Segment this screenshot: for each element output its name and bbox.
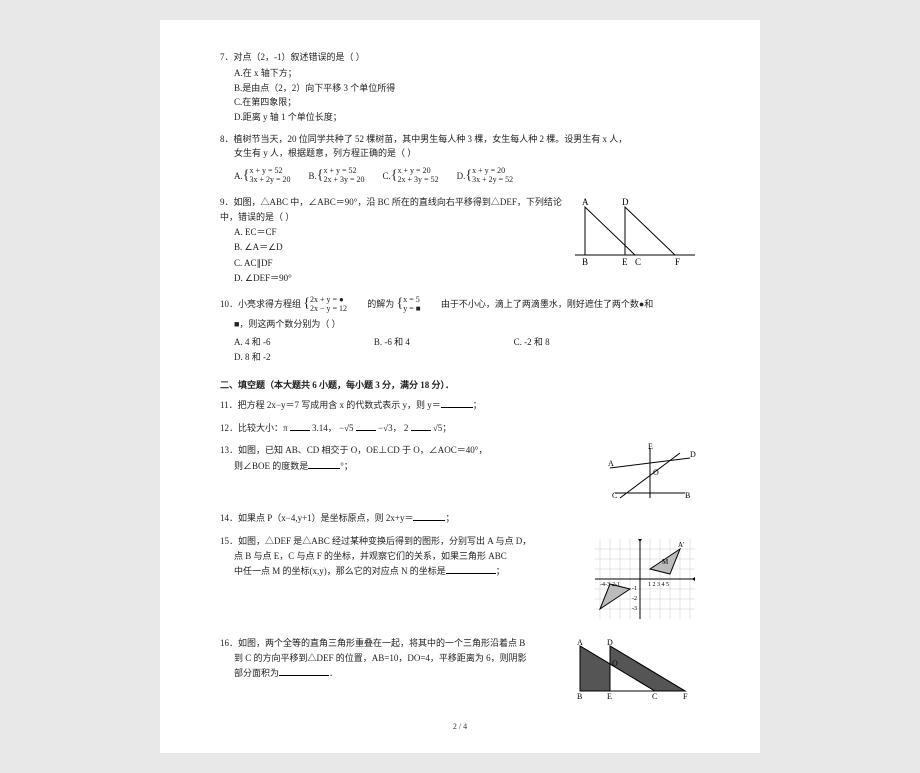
question-15: A' M 1 2 3 4 5 -4-3-2-1 -1 -2 -3 15．如图，△…: [220, 534, 700, 624]
svg-text:A: A: [608, 459, 614, 468]
q14-text: 14．如果点 P（x−4,y+1）是坐标原点，则 2x+y＝: [220, 513, 413, 523]
question-8: 8．植树节当天，20 位同学共种了 52 棵树苗，其中男生每人种 3 棵，女生每…: [220, 132, 700, 187]
q16-figure: A D O B E C F: [570, 636, 700, 701]
q10-stem-c: 由于不小心，滴上了两滴墨水，刚好遮住了两个数●和: [441, 299, 653, 309]
q15-blank: [446, 564, 496, 574]
q14-blank: [413, 511, 445, 521]
q9-lbl-f: F: [675, 257, 680, 265]
q7-stem: 7．对点（2，-1）叙述错误的是（ ）: [220, 50, 700, 64]
q8-stem2: 女生有 y 人，根据题意，列方程正确的是（ ）: [234, 148, 416, 158]
svg-text:D: D: [607, 638, 613, 647]
q10-eq1: {2x + y = ●2x − y = 12: [303, 293, 347, 315]
svg-text:C: C: [612, 491, 617, 500]
q12-blank1: [290, 421, 310, 431]
q16-line3: 部分面积为: [234, 668, 279, 678]
q10-eq1-bot: 2x − y = 12: [310, 305, 347, 314]
q13-figure: A D C B E O: [600, 443, 700, 503]
q10-stem-b: 的解为: [367, 299, 394, 309]
svg-text:C: C: [652, 692, 657, 701]
q10-stem2: ■，则这两个数分别为（ ）: [234, 317, 700, 331]
q8-opt-d: D.{x + y = 203x + 2y = 52: [457, 165, 514, 187]
svg-text:1 2 3 4 5: 1 2 3 4 5: [648, 582, 669, 588]
q7-opt-b: B.是由点（2，2）向下平移 3 个单位所得: [234, 81, 458, 95]
page-number: 2 / 4: [220, 721, 700, 734]
q7-opt-d: D.距离 y 轴 1 个单位长度；: [234, 110, 458, 124]
svg-text:-3: -3: [632, 606, 637, 612]
q10-opt-a: A. 4 和 -6: [234, 335, 346, 349]
q9-lbl-e: E: [622, 257, 628, 265]
svg-text:F: F: [683, 692, 688, 701]
q8-a-bot: 3x + 2y = 20: [249, 176, 290, 185]
section-2-title: 二、填空题（本大题共 6 小题，每小题 3 分，满分 18 分）．: [220, 378, 700, 392]
q12-a: 12．比较大小：π: [220, 423, 290, 433]
q9-lbl-c: C: [635, 257, 641, 265]
svg-text:B: B: [577, 692, 582, 701]
svg-text:B: B: [685, 491, 690, 500]
question-10: 10．小亮求得方程组 {2x + y = ●2x − y = 12 的解为 {x…: [220, 293, 700, 364]
question-13: A D C B E O 13．如图，已知 AB、CD 相交于 O，OE⊥CD 于…: [220, 443, 700, 503]
question-16: A D O B E C F 16．如图，两个全等的直角三角形重叠在一起，将其中的…: [220, 636, 700, 701]
q13-suffix: °；: [340, 461, 353, 471]
svg-text:O: O: [653, 468, 659, 477]
svg-text:M: M: [662, 558, 669, 566]
svg-text:A: A: [577, 638, 583, 647]
q11-text: 11．把方程 2x−y＝7 写成用含 x 的代数式表示 y，则 y＝: [220, 400, 441, 410]
question-9: A D B E C F 9．如图，△ABC 中，∠ABC＝90°，沿 BC 所在…: [220, 195, 700, 285]
q12-blank2: [356, 421, 376, 431]
svg-text:O: O: [612, 659, 618, 668]
q13-blank: [308, 459, 340, 469]
q11-blank: [441, 398, 473, 408]
q10-stem-a: 10．小亮求得方程组: [220, 299, 301, 309]
q8-opt-c: C.{x + y = 202x + 3y = 52: [383, 165, 439, 187]
q8-c-bot: 2x + 3y = 52: [398, 176, 439, 185]
q10-opt-b: B. -6 和 4: [374, 335, 486, 349]
q15-figure: A' M 1 2 3 4 5 -4-3-2-1 -1 -2 -3: [590, 534, 700, 624]
svg-text:-4-3-2-1: -4-3-2-1: [600, 582, 620, 588]
svg-text:D: D: [690, 450, 696, 459]
q8-opt-b: B.{x + y = 522x + 3y = 20: [309, 165, 365, 187]
q9-sub-d: D. ∠DEF＝90°: [234, 271, 700, 285]
exam-page: 7．对点（2，-1）叙述错误的是（ ） A.在 x 轴下方； B.是由点（2，2…: [160, 20, 760, 753]
q16-blank: [279, 666, 329, 676]
q10-eq2: {x = 5y = ■: [397, 293, 421, 315]
svg-text:E: E: [607, 692, 612, 701]
q12-d: √5；: [433, 423, 451, 433]
q7-opt-a: A.在 x 轴下方；: [234, 66, 458, 80]
q9-lbl-b: B: [582, 257, 588, 265]
q13-line2: 则∠BOE 的度数是: [234, 461, 308, 471]
svg-text:-2: -2: [632, 596, 637, 602]
q8-d-bot: 3x + 2y = 52: [472, 176, 513, 185]
q7-opt-c: C.在第四象限；: [234, 95, 458, 109]
q10-eq2-bot: y = ■: [403, 305, 420, 314]
question-14: 14．如果点 P（x−4,y+1）是坐标原点，则 2x+y＝；: [220, 511, 700, 525]
svg-text:A': A': [678, 541, 684, 549]
q12-blank3: [411, 421, 431, 431]
q10-opt-c: C. -2 和 8: [514, 335, 626, 349]
q8-stem1: 8．植树节当天，20 位同学共种了 52 棵树苗，其中男生每人种 3 棵，女生每…: [220, 132, 700, 146]
q8-opt-a: A.{x + y = 523x + 2y = 20: [234, 165, 291, 187]
q12-c: −√3， 2: [378, 423, 411, 433]
q12-b: 3.14， −√5: [312, 423, 356, 433]
q9-lbl-d: D: [622, 197, 629, 207]
question-12: 12．比较大小：π 3.14， −√5 −√3， 2 √5；: [220, 421, 700, 435]
q8-b-bot: 2x + 3y = 20: [324, 176, 365, 185]
q10-opt-d: D. 8 和 -2: [234, 350, 346, 364]
svg-text:E: E: [648, 443, 653, 451]
svg-text:-1: -1: [632, 586, 637, 592]
q9-lbl-a: A: [582, 197, 589, 207]
q9-figure: A D B E C F: [570, 195, 700, 265]
q15-line3: 中任一点 M 的坐标(x,y)，那么它的对应点 N 的坐标是: [234, 566, 446, 576]
question-11: 11．把方程 2x−y＝7 写成用含 x 的代数式表示 y，则 y＝；: [220, 398, 700, 412]
question-7: 7．对点（2，-1）叙述错误的是（ ） A.在 x 轴下方； B.是由点（2，2…: [220, 50, 700, 124]
